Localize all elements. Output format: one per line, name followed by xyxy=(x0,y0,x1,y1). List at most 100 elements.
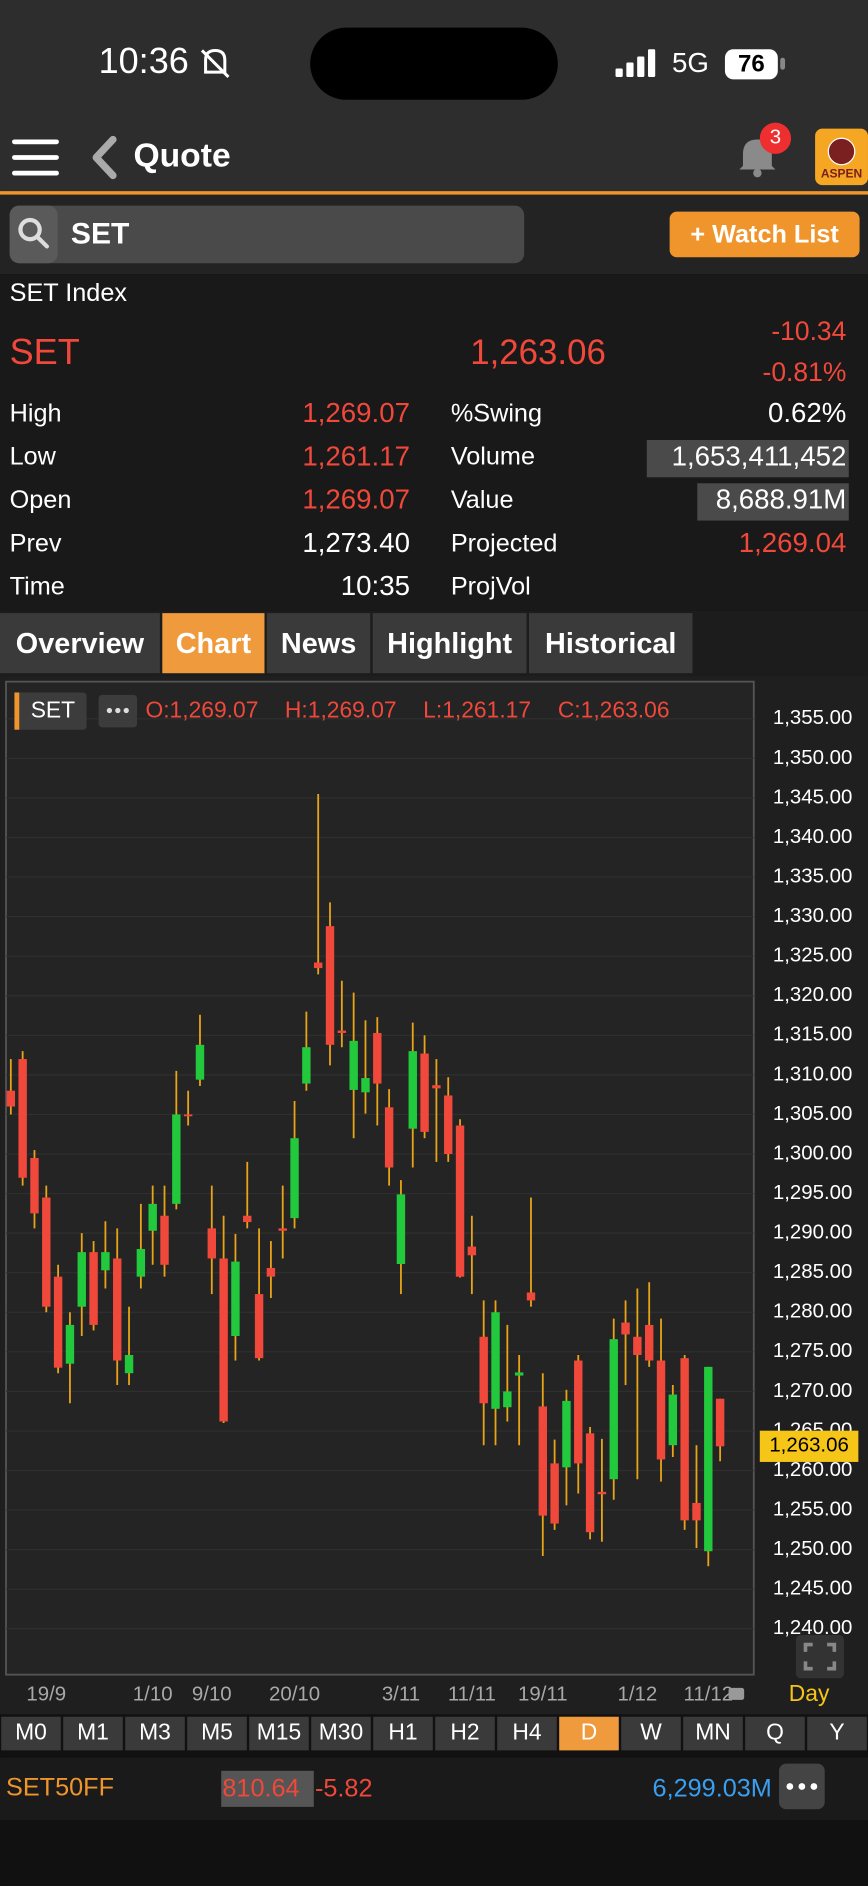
fullscreen-button[interactable] xyxy=(795,1634,844,1679)
signal-icon xyxy=(615,49,656,77)
x-tick-label: 1/12 xyxy=(617,1683,657,1705)
ohlc-label: L:1,261.17 xyxy=(423,697,531,723)
y-tick-label: 1,300.00 xyxy=(773,1142,852,1164)
y-tick-label: 1,335.00 xyxy=(773,865,852,887)
candle-body xyxy=(219,1258,228,1422)
tab[interactable] xyxy=(528,613,693,674)
candle-body xyxy=(243,1215,252,1223)
y-tick-label: 1,315.00 xyxy=(773,1024,852,1046)
menu-button[interactable] xyxy=(12,139,59,176)
y-tick-label: 1,295.00 xyxy=(773,1182,852,1204)
logo-text: ASPEN xyxy=(821,166,862,180)
timeframe-label: M5 xyxy=(201,1719,233,1745)
ohlc-label: H:1,269.07 xyxy=(285,697,397,723)
candle-body xyxy=(361,1078,370,1093)
row-label: Volume xyxy=(451,443,535,471)
timeframe-button[interactable] xyxy=(683,1716,743,1751)
candle-body xyxy=(278,1228,287,1231)
row-value: 8,688.91M xyxy=(716,484,847,515)
y-tick-label: 1,355.00 xyxy=(773,707,852,729)
row-label: Prev xyxy=(10,529,62,557)
y-tick-label: 1,325.00 xyxy=(773,945,852,967)
tab-label: Highlight xyxy=(387,628,512,660)
ohlc-label: O:1,269.07 xyxy=(145,697,258,723)
tab-label: Overview xyxy=(16,628,145,660)
timeframe-button[interactable] xyxy=(63,1716,123,1751)
candles xyxy=(6,793,725,1567)
silent-icon xyxy=(200,48,230,79)
candle-body xyxy=(503,1391,512,1408)
notification-badge xyxy=(759,122,792,154)
ticker-price-highlight xyxy=(221,1770,314,1807)
timeframe-button[interactable] xyxy=(745,1716,805,1751)
timeframe-button[interactable] xyxy=(559,1716,619,1751)
candle-body xyxy=(467,1246,477,1256)
row-value: 1,653,411,452 xyxy=(672,440,847,471)
row-label: Time xyxy=(10,573,65,601)
notification-count: 3 xyxy=(770,127,781,149)
last-price-marker xyxy=(759,1430,859,1462)
lock-icon xyxy=(728,1687,745,1700)
timeframe-button[interactable] xyxy=(621,1716,681,1751)
search-icon xyxy=(18,217,49,249)
header-underline xyxy=(0,191,868,195)
timeframe-button[interactable] xyxy=(807,1716,867,1751)
timeframe-label: Q xyxy=(766,1719,784,1745)
candle-body xyxy=(585,1433,595,1533)
tab[interactable] xyxy=(372,613,527,674)
candle-body xyxy=(101,1252,110,1271)
symbol-chip[interactable] xyxy=(14,692,87,730)
back-button[interactable] xyxy=(92,135,117,180)
timeframe-button[interactable] xyxy=(311,1716,371,1751)
candle-body xyxy=(349,1040,358,1090)
y-tick-label: 1,280.00 xyxy=(773,1301,852,1323)
tab[interactable] xyxy=(162,613,265,674)
tab-bar: Overview Chart News Highlight Historical xyxy=(0,613,693,674)
x-tick-label: 20/10 xyxy=(269,1683,320,1705)
candle-body xyxy=(455,1125,465,1277)
candle-body xyxy=(195,1044,205,1080)
candle-body xyxy=(160,1215,169,1265)
timeframe-button[interactable] xyxy=(249,1716,309,1751)
tab[interactable] xyxy=(0,613,160,674)
row-label: Value xyxy=(451,486,514,514)
status-time: 10:36 xyxy=(99,40,189,81)
candle-body xyxy=(562,1400,571,1468)
timeframe-button[interactable] xyxy=(187,1716,247,1751)
x-tick-label: 11/12 xyxy=(684,1683,734,1705)
candle-body xyxy=(183,1114,193,1117)
watch-list-button[interactable] xyxy=(669,211,860,258)
candle-body xyxy=(373,1032,382,1084)
row-value: 1,269.04 xyxy=(739,527,847,558)
y-tick-label: 1,330.00 xyxy=(773,905,852,927)
candle-body xyxy=(644,1324,654,1361)
candle-body xyxy=(313,962,323,969)
y-tick-label: 1,340.00 xyxy=(773,826,852,848)
y-tick-label: 1,255.00 xyxy=(773,1498,852,1520)
timeframe-label: M0 xyxy=(15,1719,47,1745)
chart-symbol: SET xyxy=(31,697,75,723)
tab[interactable] xyxy=(266,613,371,674)
search-icon-bg xyxy=(9,205,58,264)
candle-body xyxy=(148,1203,157,1231)
axes: 1,240.00 1,245.00 1,250.00 1,255.00 1,260.00… xyxy=(26,707,859,1705)
y-tick-label: 1,285.00 xyxy=(773,1261,852,1283)
timeframe-label: MN xyxy=(695,1719,731,1745)
candle-body xyxy=(597,1491,607,1495)
row-label: ProjVol xyxy=(451,573,531,601)
index-name: SET Index xyxy=(10,279,128,307)
ohlc-label: C:1,263.06 xyxy=(558,697,670,723)
timeframe-button[interactable] xyxy=(1,1716,61,1751)
plot-area xyxy=(5,680,755,1676)
tab-label: News xyxy=(281,628,356,660)
timeframe-button[interactable] xyxy=(497,1716,557,1751)
symbol: SET xyxy=(10,331,80,372)
timeframe-button[interactable] xyxy=(125,1716,185,1751)
dynamic-island xyxy=(310,27,558,100)
tab-label: Chart xyxy=(176,628,252,660)
candle-body xyxy=(526,1292,536,1301)
timeframe-button[interactable] xyxy=(435,1716,495,1751)
timeframe-button[interactable] xyxy=(373,1716,433,1751)
search-field[interactable] xyxy=(9,205,525,264)
